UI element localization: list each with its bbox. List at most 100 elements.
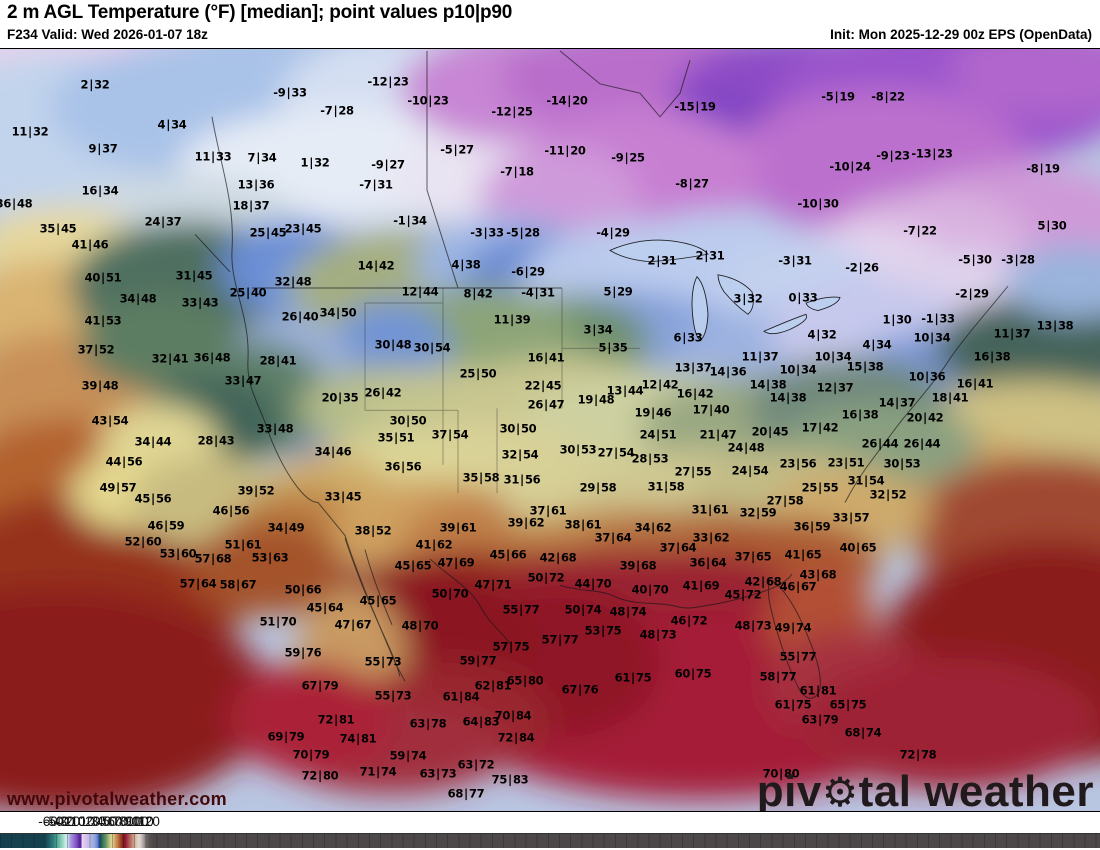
- point-value-label: 25|45: [249, 225, 287, 240]
- colorbar-tick: 90: [124, 814, 140, 829]
- point-value-label: 53|60: [159, 546, 197, 561]
- watermark-url: www.pivotalweather.com: [7, 789, 227, 809]
- point-value-label: 27|54: [597, 445, 635, 460]
- point-value-label: 60|75: [674, 666, 712, 681]
- point-value-label: 45|64: [306, 600, 344, 615]
- point-value-label: 37|54: [431, 427, 469, 442]
- point-value-label: -4|29: [596, 225, 630, 240]
- point-value-label: 47|67: [334, 617, 372, 632]
- point-value-label: 45|66: [489, 547, 527, 562]
- point-value-label: 64|83: [462, 714, 500, 729]
- point-value-label: 59|77: [459, 653, 497, 668]
- point-value-label: 17|42: [801, 420, 839, 435]
- logo-text-post: tal weather: [858, 767, 1094, 812]
- point-value-label: 16|41: [527, 350, 565, 365]
- point-value-label: 28|41: [259, 353, 297, 368]
- point-value-label: 16|38: [973, 349, 1011, 364]
- point-value-label: 30|54: [413, 340, 451, 355]
- point-value-label: 18|41: [931, 390, 969, 405]
- point-value-label: -5|28: [506, 225, 540, 240]
- point-value-label: 63|79: [801, 712, 839, 727]
- point-value-label: 26|44: [903, 436, 941, 451]
- point-value-label: 55|73: [374, 688, 412, 703]
- point-value-label: 20|35: [321, 390, 359, 405]
- point-value-label: 33|57: [832, 510, 870, 525]
- point-value-label: 53|75: [584, 623, 622, 638]
- point-value-label: 55|73: [364, 654, 402, 669]
- point-value-label: -10|24: [829, 159, 871, 174]
- point-value-label: 44|56: [105, 454, 143, 469]
- point-value-label: 41|46: [71, 237, 109, 252]
- point-value-label: 57|64: [179, 576, 217, 591]
- point-value-label: 34|49: [267, 520, 305, 535]
- point-value-label: 14|37: [878, 395, 916, 410]
- point-value-label: 37|64: [594, 530, 632, 545]
- point-value-label: 36|64: [689, 555, 727, 570]
- point-value-label: 16|42: [676, 386, 714, 401]
- point-value-label: 1|32: [300, 155, 330, 170]
- point-value-label: 50|70: [431, 586, 469, 601]
- point-value-label: 31|58: [647, 479, 685, 494]
- point-value-label: 39|52: [237, 483, 275, 498]
- map-header: 2 m AGL Temperature (°F) [median]; point…: [0, 0, 1100, 48]
- point-value-label: -11|20: [544, 143, 586, 158]
- point-value-label: 25|50: [459, 366, 497, 381]
- point-value-label: 14|38: [749, 377, 787, 392]
- point-value-label: -1|34: [393, 213, 427, 228]
- point-value-label: 12|37: [816, 380, 854, 395]
- point-value-label: -6|29: [511, 264, 545, 279]
- point-value-label: 3|32: [733, 291, 763, 306]
- point-value-label: 20|42: [906, 410, 944, 425]
- colorbar-tick: 120: [137, 814, 160, 829]
- colorbar-tick: 40: [96, 814, 112, 829]
- point-value-label: 46|56: [212, 503, 250, 518]
- point-value-label: 4|34: [157, 117, 187, 132]
- point-value-label: 58|67: [219, 577, 257, 592]
- point-value-label: -3|28: [1001, 252, 1035, 267]
- point-value-label: 14|42: [357, 258, 395, 273]
- point-value-label: 32|52: [869, 487, 907, 502]
- colorbar-tick: 70: [113, 814, 129, 829]
- point-value-label: 25|55: [801, 480, 839, 495]
- point-value-label: 45|65: [359, 593, 397, 608]
- point-value-label: 70|84: [494, 708, 532, 723]
- point-value-label: 72|84: [497, 730, 535, 745]
- point-value-label: 4|38: [451, 257, 481, 272]
- point-value-label: 36|48: [193, 350, 231, 365]
- point-value-label: 39|61: [439, 520, 477, 535]
- point-value-label: 65|75: [829, 697, 867, 712]
- point-value-label: 50|72: [527, 570, 565, 585]
- point-value-label: 48|73: [639, 627, 677, 642]
- point-value-label: 11|37: [993, 326, 1031, 341]
- point-value-label: 50|66: [284, 582, 322, 597]
- point-value-label: 5|29: [603, 284, 633, 299]
- point-value-label: 4|34: [862, 337, 892, 352]
- point-value-label: 36|56: [384, 459, 422, 474]
- point-value-label: 31|61: [691, 502, 729, 517]
- point-value-label: -13|23: [911, 146, 953, 161]
- point-value-label: -10|23: [407, 93, 449, 108]
- point-value-label: 29|58: [579, 480, 617, 495]
- point-value-label: 2|31: [695, 248, 725, 263]
- point-value-label: 72|80: [301, 768, 339, 783]
- point-value-label: -7|22: [903, 223, 937, 238]
- point-value-label: 2|31: [647, 253, 677, 268]
- point-value-label: 46|72: [670, 613, 708, 628]
- point-value-label: 65|80: [506, 673, 544, 688]
- map-canvas[interactable]: 2|32 11|32 4|34 9|37 11|33 7|34 16|34 13|36 36|4…: [0, 48, 1100, 812]
- point-value-label: 33|62: [692, 530, 730, 545]
- point-value-label: -5|19: [821, 89, 855, 104]
- point-value-label: 30|53: [559, 442, 597, 457]
- point-value-label: 63|73: [419, 766, 457, 781]
- point-value-label: -15|19: [674, 99, 716, 114]
- point-value-label: -7|28: [320, 103, 354, 118]
- geography-lines: [194, 50, 1009, 699]
- point-value-label: -9|33: [273, 85, 307, 100]
- colorbar-tick: 110: [132, 814, 154, 829]
- point-value-label: 0|33: [788, 290, 818, 305]
- point-value-label: 13|38: [1036, 318, 1074, 333]
- point-value-label: 23|56: [779, 456, 817, 471]
- point-value-label: 23|51: [827, 455, 865, 470]
- point-value-label: 33|43: [181, 295, 219, 310]
- point-value-label: 17|40: [692, 402, 730, 417]
